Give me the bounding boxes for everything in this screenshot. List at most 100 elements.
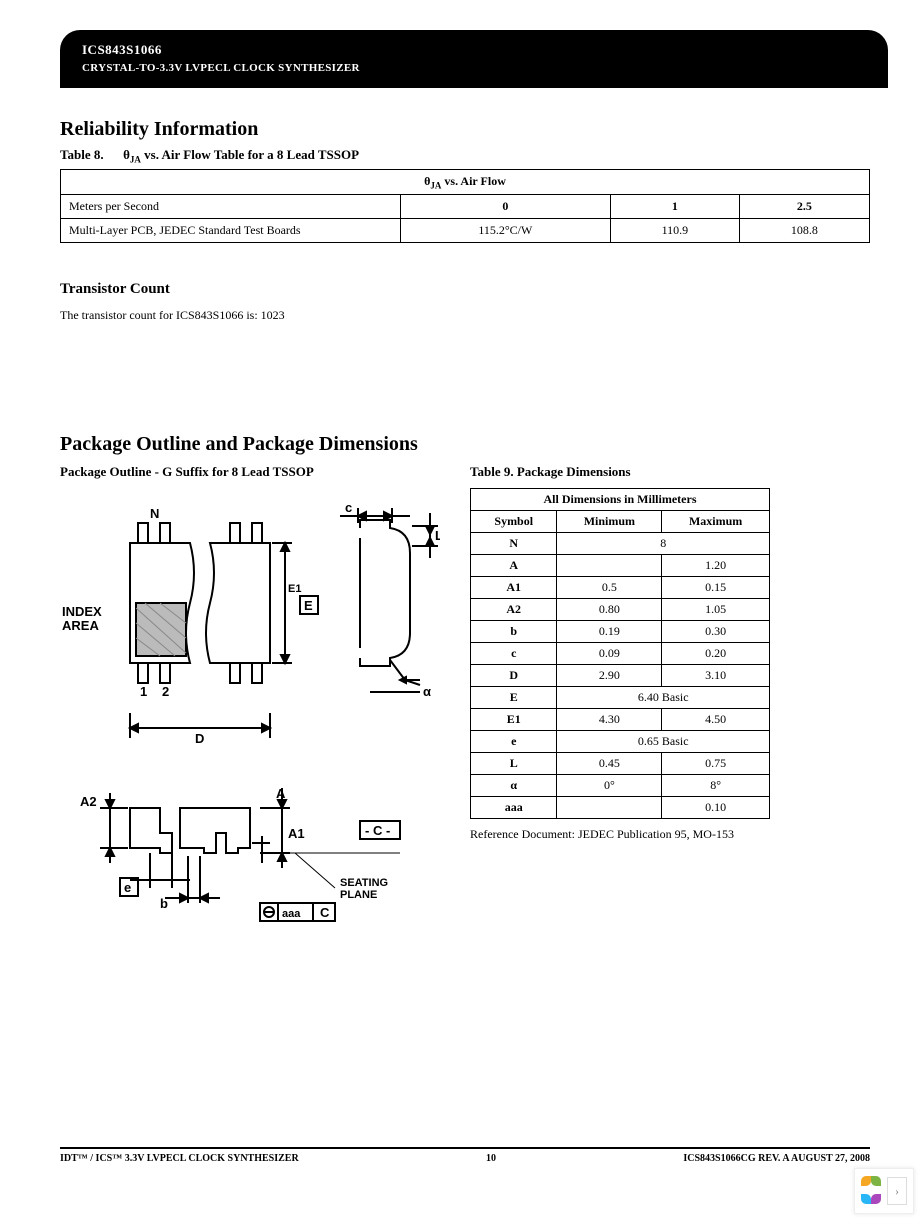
- dim-symbol: aaa: [471, 796, 557, 818]
- dim-max: 8°: [662, 774, 770, 796]
- document-header: ICS843S1066 CRYSTAL-TO-3.3V LVPECL CLOCK…: [60, 30, 888, 88]
- dim-min: 0°: [557, 774, 662, 796]
- dim-symbol: E1: [471, 708, 557, 730]
- reliability-heading: Reliability Information: [60, 118, 870, 141]
- dim-min: 0.80: [557, 598, 662, 620]
- dim-symbol: A1: [471, 576, 557, 598]
- dim-symbol: N: [471, 532, 557, 554]
- dim-min: 4.30: [557, 708, 662, 730]
- dims-table: All Dimensions in Millimeters Symbol Min…: [470, 488, 770, 819]
- table-row: α0°8°: [471, 774, 770, 796]
- label-seat1: SEATING: [340, 877, 388, 889]
- table-row: e0.65 Basic: [471, 730, 770, 752]
- next-button[interactable]: ›: [887, 1177, 907, 1205]
- label-A2: A2: [80, 794, 97, 809]
- col-2: 2.5: [739, 194, 869, 218]
- label-c: c: [345, 500, 352, 515]
- dim-max: 3.10: [662, 664, 770, 686]
- dim-symbol: A2: [471, 598, 557, 620]
- table-row: Meters per Second 0 1 2.5: [61, 194, 870, 218]
- footer-center: 10: [486, 1153, 496, 1164]
- airflow-header: θJA vs. Air Flow: [61, 169, 870, 194]
- footer-left: IDT™ / ICS™ 3.3V LVPECL CLOCK SYNTHESIZE…: [60, 1153, 299, 1164]
- dim-min: [557, 796, 662, 818]
- table-row: D2.903.10: [471, 664, 770, 686]
- dim-max: 0.10: [662, 796, 770, 818]
- table-row: N8: [471, 532, 770, 554]
- table-row: aaa 0.10: [471, 796, 770, 818]
- dim-max: 0.15: [662, 576, 770, 598]
- logo-icon: [861, 1173, 881, 1209]
- dim-symbol: α: [471, 774, 557, 796]
- label-E1v: E1: [288, 583, 301, 595]
- corner-widget[interactable]: ›: [854, 1168, 914, 1214]
- package-diagram: N INDEX AREA 1 2 D E1 E c L α A2 e b A A…: [60, 488, 440, 928]
- label-N: N: [150, 506, 159, 521]
- data-label: Multi-Layer PCB, JEDEC Standard Test Boa…: [61, 218, 401, 242]
- table-row: E14.304.50: [471, 708, 770, 730]
- dims-header: All Dimensions in Millimeters: [471, 488, 770, 510]
- table-row: E6.40 Basic: [471, 686, 770, 708]
- label-b: b: [160, 896, 168, 911]
- dim-max: 1.20: [662, 554, 770, 576]
- page-content: Reliability Information Table 8. θJA vs.…: [0, 118, 918, 933]
- label-pin1: 1: [140, 684, 147, 699]
- theta-sub: JA: [130, 155, 141, 165]
- dim-max: 0.30: [662, 620, 770, 642]
- dim-min: 0.09: [557, 642, 662, 664]
- table-row: A10.50.15: [471, 576, 770, 598]
- part-description: CRYSTAL-TO-3.3V LVPECL CLOCK SYNTHESIZER: [82, 62, 868, 74]
- label-e: e: [124, 880, 131, 895]
- footer-right: ICS843S1066CG REV. A AUGUST 27, 2008: [683, 1153, 870, 1164]
- dim-span: 0.65 Basic: [557, 730, 770, 752]
- dims-caption: Table 9. Package Dimensions: [470, 464, 870, 480]
- package-dims-col: Table 9. Package Dimensions All Dimensio…: [470, 464, 870, 842]
- dim-min: 0.5: [557, 576, 662, 598]
- dims-col-min: Minimum: [557, 510, 662, 532]
- dim-symbol: A: [471, 554, 557, 576]
- col-1: 1: [610, 194, 739, 218]
- airflow-table: θJA vs. Air Flow Meters per Second 0 1 2…: [60, 169, 870, 243]
- data-1: 110.9: [610, 218, 739, 242]
- dim-min: [557, 554, 662, 576]
- dim-max: 0.20: [662, 642, 770, 664]
- dim-min: 0.45: [557, 752, 662, 774]
- dim-symbol: c: [471, 642, 557, 664]
- dim-symbol: b: [471, 620, 557, 642]
- dim-span: 8: [557, 532, 770, 554]
- dim-min: 2.90: [557, 664, 662, 686]
- label-Ctol: C: [320, 905, 330, 920]
- package-heading: Package Outline and Package Dimensions: [60, 433, 870, 456]
- label-alpha: α: [423, 684, 431, 699]
- table-row: b0.190.30: [471, 620, 770, 642]
- transistor-text: The transistor count for ICS843S1066 is:…: [60, 308, 870, 323]
- theta-sub2: JA: [430, 180, 441, 190]
- col-0: 0: [400, 194, 610, 218]
- table-row: c0.090.20: [471, 642, 770, 664]
- dim-max: 1.05: [662, 598, 770, 620]
- dim-max: 4.50: [662, 708, 770, 730]
- label-index2: AREA: [62, 618, 99, 633]
- label-Cbox: - C -: [365, 823, 390, 838]
- outline-subhead: Package Outline - G Suffix for 8 Lead TS…: [60, 464, 440, 480]
- dim-symbol: E: [471, 686, 557, 708]
- theta-symbol: θ: [123, 147, 130, 162]
- dim-max: 0.75: [662, 752, 770, 774]
- table8-prefix: Table 8.: [60, 147, 104, 162]
- label-seat2: PLANE: [340, 889, 377, 901]
- table-row: L0.450.75: [471, 752, 770, 774]
- label-A: A: [276, 786, 286, 801]
- table-row: A 1.20: [471, 554, 770, 576]
- table8-caption: Table 8. θJA vs. Air Flow Table for a 8 …: [60, 147, 870, 165]
- package-outline-col: Package Outline - G Suffix for 8 Lead TS…: [60, 464, 440, 933]
- label-L: L: [435, 528, 440, 543]
- dim-symbol: L: [471, 752, 557, 774]
- label-A1: A1: [288, 826, 305, 841]
- label-E: E: [304, 598, 313, 613]
- part-number: ICS843S1066: [82, 42, 868, 58]
- page-footer: IDT™ / ICS™ 3.3V LVPECL CLOCK SYNTHESIZE…: [60, 1147, 870, 1164]
- label-pin2: 2: [162, 684, 169, 699]
- dim-min: 0.19: [557, 620, 662, 642]
- dim-symbol: D: [471, 664, 557, 686]
- reference-doc: Reference Document: JEDEC Publication 95…: [470, 827, 870, 842]
